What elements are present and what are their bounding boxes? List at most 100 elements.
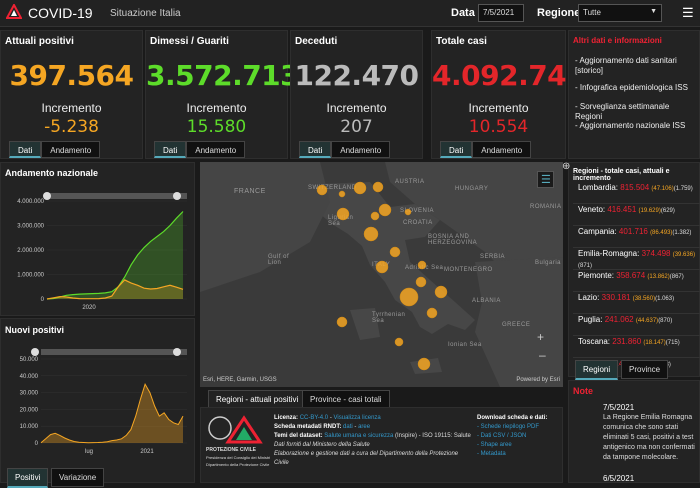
map-label-france: FRANCE bbox=[234, 188, 266, 195]
region-total: 401.716 bbox=[618, 227, 651, 236]
bubble-veneto bbox=[370, 211, 380, 221]
download-pdf-link[interactable]: - Schede riepilogo PDF bbox=[477, 424, 540, 430]
increment-label: Incremento bbox=[186, 101, 247, 115]
region-row[interactable]: Puglia: 241.062 (44.637)(870) bbox=[578, 315, 699, 326]
info-link[interactable]: - Sorveglianza settimanale Regioni bbox=[575, 102, 670, 121]
region-select[interactable]: Tutte ▼ bbox=[578, 4, 662, 22]
bubble-valle-aosta bbox=[338, 190, 346, 198]
map-label-switzerland: SWITZERLAND bbox=[308, 185, 357, 191]
series-area bbox=[47, 279, 183, 299]
info-link[interactable]: - Aggiornamento dati sanitari [storico] bbox=[575, 56, 677, 75]
card-deaths: Deceduti 122.470 Incremento 207 Dati Anda… bbox=[290, 30, 423, 159]
card-value: 397.564 bbox=[9, 59, 134, 92]
map-label-bosnia: BOSNIA AND HERZEGOVINA bbox=[428, 234, 478, 246]
download-csv-link[interactable]: - Dati CSV / JSON bbox=[477, 433, 527, 439]
themes-value[interactable]: Salute umana e sicurezza bbox=[324, 433, 394, 439]
newpos-area-chart: 50.000 40.000 30.000 20.000 10.000 0 lug 2021 bbox=[20, 348, 187, 455]
bubble-sardegna bbox=[336, 316, 348, 328]
bubble-lombardia bbox=[353, 181, 367, 195]
y-tick-label: 1.000.000 bbox=[17, 273, 44, 279]
map-label-ionian-sea: Ionian Sea bbox=[448, 342, 482, 348]
y-tick-label: 10.000 bbox=[20, 424, 39, 430]
y-tick-label: 2.000.000 bbox=[17, 248, 44, 254]
top-header: COVID-19 Situazione Italia Data 7/5/2021… bbox=[0, 0, 700, 27]
region-active: (13.862) bbox=[647, 274, 670, 280]
license-link[interactable]: Visualizza licenza bbox=[333, 415, 381, 421]
increment-label: Incremento bbox=[468, 101, 529, 115]
tab-andamento[interactable]: Andamento bbox=[331, 141, 391, 158]
zoom-in-button[interactable]: + bbox=[537, 330, 545, 344]
download-title: Download scheda e dati: bbox=[477, 415, 548, 421]
region-row[interactable]: Lazio: 330.181 (38.560)(1.063) bbox=[578, 293, 699, 304]
map-base bbox=[200, 162, 563, 387]
tab-dati[interactable]: Dati bbox=[154, 141, 187, 158]
map-view[interactable]: FRANCE SWITZERLAND AUSTRIA HUNGARY ROMAN… bbox=[200, 162, 563, 387]
license-value[interactable]: CC-BY-4.0 bbox=[299, 415, 329, 421]
newpos-title: Nuovi positivi bbox=[5, 325, 65, 335]
increment-label: Incremento bbox=[41, 101, 102, 115]
map-label-hungary: HUNGARY bbox=[455, 186, 489, 192]
tab-andamento[interactable]: Andamento bbox=[186, 141, 246, 158]
region-row[interactable]: Lombardia: 815.504 (47.106)(1.759) bbox=[578, 183, 699, 194]
download-metadata-link[interactable]: - Metadata bbox=[477, 451, 506, 457]
tab-andamento[interactable]: Andamento bbox=[41, 141, 101, 158]
bubble-toscana bbox=[363, 226, 379, 242]
legend-toggle-button[interactable]: ☰ bbox=[537, 171, 554, 188]
bubble-puglia bbox=[434, 285, 448, 299]
increment-value: 15.580 bbox=[186, 117, 247, 137]
series-line bbox=[46, 279, 184, 300]
tab-dati[interactable]: Dati bbox=[440, 141, 473, 158]
map-attribution: Esri, HERE, Garmin, USGS bbox=[203, 377, 277, 383]
region-active: (39.636) bbox=[672, 252, 696, 258]
tab-province[interactable]: Province bbox=[621, 360, 669, 379]
x-tick-label: 2021 bbox=[140, 449, 154, 455]
region-row[interactable]: Emilia-Romagna: 374.498 (39.636) (871) bbox=[578, 249, 699, 271]
card-tabs: Dati Andamento bbox=[9, 141, 101, 158]
date-select[interactable]: 7/5/2021 bbox=[478, 4, 524, 22]
region-name: Puglia: bbox=[578, 315, 605, 324]
card-value: 4.092.747 bbox=[432, 59, 586, 92]
bubble-molise bbox=[415, 276, 427, 288]
map-label-albania: ALBANIA bbox=[472, 298, 501, 304]
tab-andamento[interactable]: Andamento bbox=[472, 141, 532, 158]
region-bubbles bbox=[316, 181, 448, 371]
list-icon: ☰ bbox=[541, 174, 551, 186]
tab-regioni[interactable]: Regioni bbox=[575, 360, 619, 380]
card-tabs: Dati Andamento bbox=[154, 141, 246, 158]
tab-positivi[interactable]: Positivi bbox=[7, 468, 49, 488]
region-active: (19.629) bbox=[638, 208, 661, 214]
region-row[interactable]: Veneto: 416.451 (19.629)(629) bbox=[578, 205, 699, 216]
national-title: Andamento nazionale bbox=[5, 168, 99, 178]
series-line bbox=[46, 211, 184, 300]
bubble-liguria bbox=[336, 207, 350, 221]
region-row[interactable]: Campania: 401.716 (86.493)(1.382) bbox=[578, 227, 699, 238]
region-row[interactable]: Toscana: 231.860 (18.147)(715) bbox=[578, 337, 699, 348]
chevron-down-icon: ▼ bbox=[650, 8, 657, 15]
meta-label: Scheda metadati RNDT: bbox=[274, 424, 342, 430]
info-link[interactable]: - Aggiornamento nazionale ISS bbox=[575, 121, 686, 130]
tab-dati[interactable]: Dati bbox=[299, 141, 332, 158]
download-shape-link[interactable]: - Shape aree bbox=[477, 442, 512, 448]
region-increment: (1.759) bbox=[673, 186, 693, 192]
meta-link[interactable]: aree bbox=[358, 424, 371, 430]
region-row[interactable]: Piemonte: 358.674 (13.862)(867) bbox=[578, 271, 699, 282]
expand-icon[interactable]: ⊕ bbox=[562, 161, 571, 172]
increment-value: -5.238 bbox=[44, 117, 99, 137]
region-total: 815.504 bbox=[620, 183, 652, 192]
region-total: 330.181 bbox=[601, 293, 633, 302]
bubble-umbria bbox=[389, 246, 401, 258]
regions-panel: ⊕ Regioni - totale casi, attuali e incre… bbox=[562, 161, 700, 380]
tab-variazione[interactable]: Variazione bbox=[51, 468, 105, 487]
card-title: Attuali positivi bbox=[5, 36, 74, 47]
tab-dati[interactable]: Dati bbox=[9, 141, 42, 158]
range-slider-track bbox=[47, 193, 187, 199]
national-line-chart: 4.000.000 3.000.000 2.000.000 1.000.000 0 202… bbox=[17, 192, 187, 311]
menu-icon[interactable]: ☰ bbox=[682, 5, 694, 20]
info-link[interactable]: - Infografica epidemiologica ISS bbox=[575, 83, 688, 92]
powered-by-esri: Powered by Esri bbox=[516, 377, 560, 383]
meta-value[interactable]: dati bbox=[343, 424, 353, 430]
region-total: 358.674 bbox=[616, 271, 648, 280]
bubble-trentino bbox=[372, 181, 384, 193]
zoom-out-button[interactable]: – bbox=[539, 348, 546, 362]
map-label-gulf-of-lion: Gulf of Lion bbox=[268, 254, 290, 266]
